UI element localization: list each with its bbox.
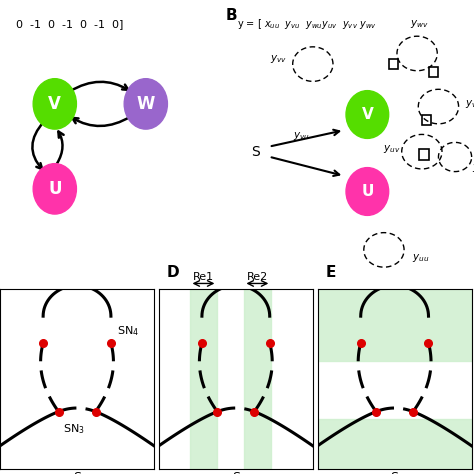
Bar	[429, 67, 438, 77]
Bar	[244, 289, 271, 469]
Text: Re2: Re2	[247, 272, 268, 282]
Text: S: S	[252, 145, 260, 159]
Text: SN$_3$: SN$_3$	[63, 422, 85, 436]
Circle shape	[33, 164, 76, 214]
Text: B: B	[225, 9, 237, 23]
X-axis label: S: S	[391, 471, 399, 474]
Text: $y_{vv}$: $y_{vv}$	[270, 53, 287, 65]
Bar	[190, 289, 217, 469]
Circle shape	[346, 91, 389, 138]
Text: $y_{wu}$: $y_{wu}$	[472, 162, 474, 173]
Text: Re1: Re1	[193, 272, 214, 282]
Text: SN$_4$: SN$_4$	[117, 324, 139, 338]
Text: W: W	[137, 95, 155, 113]
Circle shape	[124, 79, 167, 129]
Bar	[419, 149, 429, 160]
Text: $y_{uv}$: $y_{uv}$	[383, 143, 401, 155]
Text: y = [ $\mathit{x_{uu}}$  $\mathit{y_{vu}}$  $\mathit{y_{wu}}$$\mathit{y_{uv}}$  : y = [ $\mathit{x_{uu}}$ $\mathit{y_{vu}}…	[237, 17, 377, 31]
Text: $y_{vu}$: $y_{vu}$	[292, 130, 310, 142]
Text: $y_{wv}$: $y_{wv}$	[410, 18, 429, 29]
Bar	[422, 115, 431, 125]
Bar	[389, 59, 398, 69]
Circle shape	[346, 168, 389, 215]
X-axis label: S: S	[73, 471, 81, 474]
Text: 0  -1  0  -1  0  -1  0]: 0 -1 0 -1 0 -1 0]	[16, 19, 124, 29]
Text: V: V	[48, 95, 61, 113]
Bar	[318, 280, 472, 361]
Text: U: U	[361, 184, 374, 199]
Text: D: D	[166, 265, 179, 280]
Text: E: E	[325, 265, 336, 280]
Text: U: U	[48, 180, 62, 198]
Bar	[318, 419, 472, 474]
Text: V: V	[362, 107, 373, 122]
Text: $y_{vw}$: $y_{vw}$	[465, 98, 474, 110]
X-axis label: S: S	[232, 471, 240, 474]
Circle shape	[33, 79, 76, 129]
Text: $y_{uu}$: $y_{uu}$	[412, 252, 429, 264]
